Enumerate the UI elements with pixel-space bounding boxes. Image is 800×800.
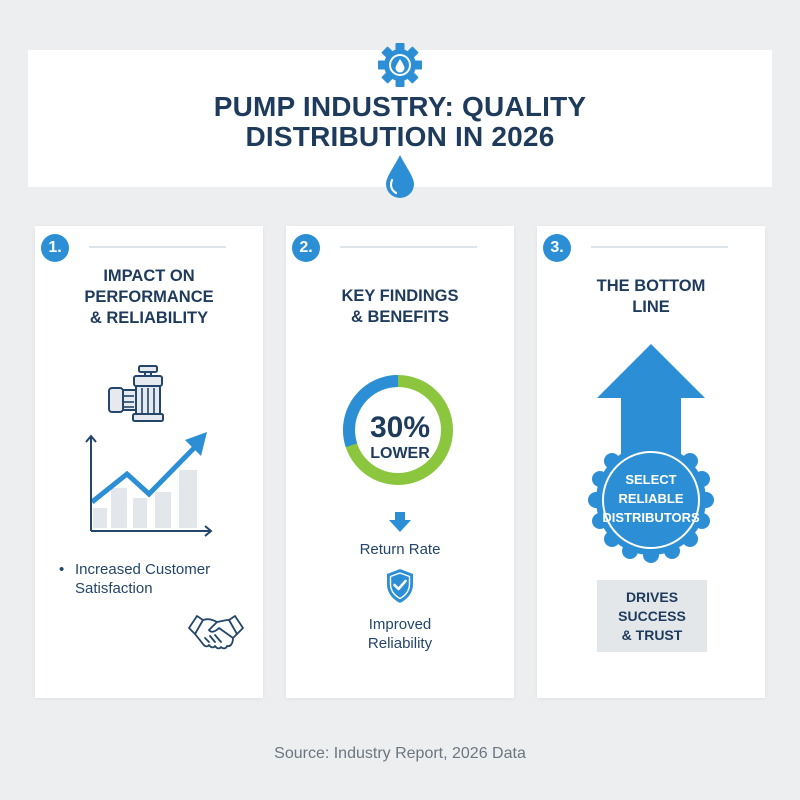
seal-text: SELECT RELIABLE DISTRIBUTORS — [599, 470, 703, 527]
handshake-icon — [188, 615, 244, 650]
benefit-line: Reliability — [367, 635, 433, 652]
shield-check-icon — [387, 569, 413, 603]
pump-icon — [108, 365, 164, 422]
card-title-line: LINE — [632, 298, 670, 316]
stat-label: LOWER — [370, 445, 430, 462]
card-title: THE BOTTOM LINE — [537, 276, 765, 318]
card-title-line: IMPACT ON — [103, 267, 195, 285]
seal-line: RELIABLE — [618, 491, 684, 506]
down-arrow-icon — [389, 512, 411, 532]
growth-chart-icon — [85, 432, 213, 537]
card-title-line: THE BOTTOM — [596, 277, 706, 295]
step-badge-3: 3. — [543, 234, 571, 262]
benefit-line: Improved — [368, 616, 432, 633]
bullet-text-line: Satisfaction — [75, 580, 153, 597]
result-line: SUCCESS — [618, 607, 686, 624]
bullet-dot: • — [59, 561, 65, 578]
donut-chart — [343, 375, 453, 485]
up-arrow-icon — [597, 344, 705, 454]
seal-badge — [588, 437, 714, 563]
gear-water-drop-icon — [378, 43, 422, 87]
card-title: KEY FINDINGS & BENEFITS — [286, 286, 514, 328]
stat-caption: Return Rate — [359, 541, 441, 558]
bullet-text-line: Increased Customer — [75, 561, 211, 578]
card-title-line: PERFORMANCE — [84, 288, 214, 306]
divider — [89, 246, 226, 248]
card-bottom-line: 3. THE BOTTOM LINE SELECT RELIABLE DISTR… — [537, 226, 765, 698]
water-drop-icon — [386, 155, 414, 198]
step-badge-1: 1. — [41, 234, 69, 262]
title-line-1: PUMP INDUSTRY: QUALITY — [213, 91, 587, 122]
step-badge-2: 2. — [292, 234, 320, 262]
seal-line: SELECT — [625, 472, 677, 487]
seal-line: DISTRIBUTORS — [602, 510, 700, 525]
card-title-line: & BENEFITS — [350, 308, 450, 326]
result-line: DRIVES — [625, 588, 679, 605]
card-title: IMPACT ON PERFORMANCE & RELIABILITY — [35, 266, 263, 329]
result-line: & TRUST — [621, 626, 683, 643]
page-title: PUMP INDUSTRY: QUALITY DISTRIBUTION IN 2… — [0, 92, 800, 152]
card-title-line: KEY FINDINGS — [341, 287, 459, 305]
source-note: Source: Industry Report, 2026 Data — [274, 745, 526, 762]
benefit-text: Improved Reliability — [286, 615, 514, 653]
card-title-line: & RELIABILITY — [89, 309, 209, 327]
divider — [340, 246, 477, 248]
divider — [591, 246, 728, 248]
card-impact: 1. IMPACT ON PERFORMANCE & RELIABILITY — [35, 226, 263, 698]
title-line-2: DISTRIBUTION IN 2026 — [245, 121, 555, 152]
stat-value: 30% — [369, 411, 431, 444]
result-box: DRIVES SUCCESS & TRUST — [597, 580, 707, 652]
card-key-findings: 2. KEY FINDINGS & BENEFITS 30% LOWER Ret… — [286, 226, 514, 698]
